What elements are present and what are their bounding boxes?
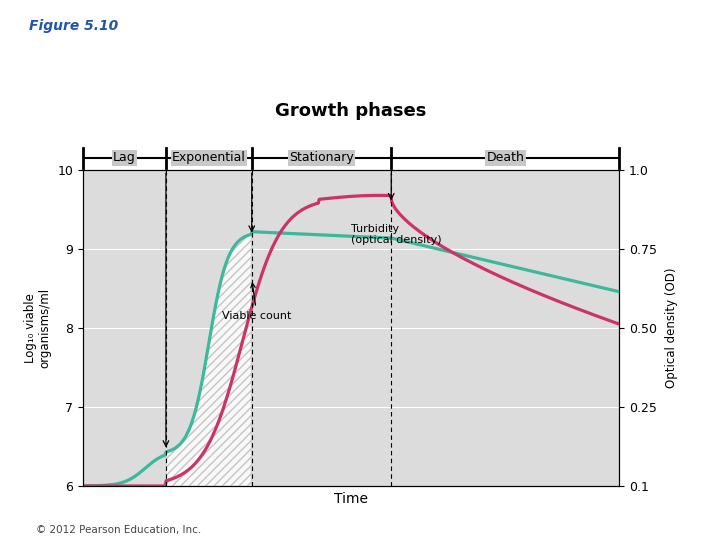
Text: Turbidity
(optical density): Turbidity (optical density) (351, 224, 441, 245)
Text: Figure 5.10: Figure 5.10 (29, 19, 118, 33)
X-axis label: Time: Time (334, 491, 368, 505)
Text: Stationary: Stationary (289, 151, 354, 165)
Text: © 2012 Pearson Education, Inc.: © 2012 Pearson Education, Inc. (36, 524, 202, 535)
Text: Death: Death (486, 151, 524, 165)
Text: Exponential: Exponential (172, 151, 246, 165)
Text: Viable count: Viable count (222, 283, 292, 321)
Y-axis label: Log₁₀ viable
organisms/ml: Log₁₀ viable organisms/ml (24, 288, 52, 368)
Text: Growth phases: Growth phases (275, 102, 427, 120)
Y-axis label: Optical density (OD): Optical density (OD) (665, 268, 678, 388)
Text: Lag: Lag (113, 151, 136, 165)
